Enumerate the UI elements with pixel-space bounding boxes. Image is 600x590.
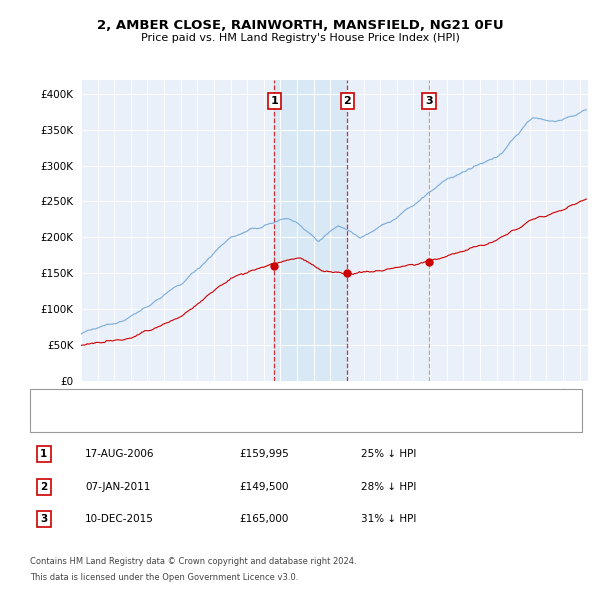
Text: 28% ↓ HPI: 28% ↓ HPI xyxy=(361,482,416,491)
Text: 2, AMBER CLOSE, RAINWORTH, MANSFIELD, NG21 0FU: 2, AMBER CLOSE, RAINWORTH, MANSFIELD, NG… xyxy=(97,19,503,32)
Text: 1: 1 xyxy=(271,96,278,106)
Text: £149,500: £149,500 xyxy=(240,482,289,491)
Text: HPI: Average price, detached house, Newark and Sherwood: HPI: Average price, detached house, Newa… xyxy=(77,415,368,425)
Text: Contains HM Land Registry data © Crown copyright and database right 2024.: Contains HM Land Registry data © Crown c… xyxy=(30,557,356,566)
Bar xyxy=(274,80,347,381)
Text: 31% ↓ HPI: 31% ↓ HPI xyxy=(361,514,416,524)
Text: £159,995: £159,995 xyxy=(240,450,290,459)
Text: This data is licensed under the Open Government Licence v3.0.: This data is licensed under the Open Gov… xyxy=(30,572,298,582)
Text: 25% ↓ HPI: 25% ↓ HPI xyxy=(361,450,416,459)
Text: 2: 2 xyxy=(343,96,351,106)
Text: 2, AMBER CLOSE, RAINWORTH, MANSFIELD, NG21 0FU (detached house): 2, AMBER CLOSE, RAINWORTH, MANSFIELD, NG… xyxy=(77,396,433,406)
Text: £165,000: £165,000 xyxy=(240,514,289,524)
Text: 07-JAN-2011: 07-JAN-2011 xyxy=(85,482,151,491)
FancyBboxPatch shape xyxy=(30,389,582,432)
Text: 3: 3 xyxy=(40,514,47,524)
Text: 2: 2 xyxy=(40,482,47,491)
Text: 3: 3 xyxy=(425,96,433,106)
Text: 17-AUG-2006: 17-AUG-2006 xyxy=(85,450,155,459)
Text: Price paid vs. HM Land Registry's House Price Index (HPI): Price paid vs. HM Land Registry's House … xyxy=(140,34,460,43)
Text: 1: 1 xyxy=(40,450,47,459)
Text: 10-DEC-2015: 10-DEC-2015 xyxy=(85,514,154,524)
